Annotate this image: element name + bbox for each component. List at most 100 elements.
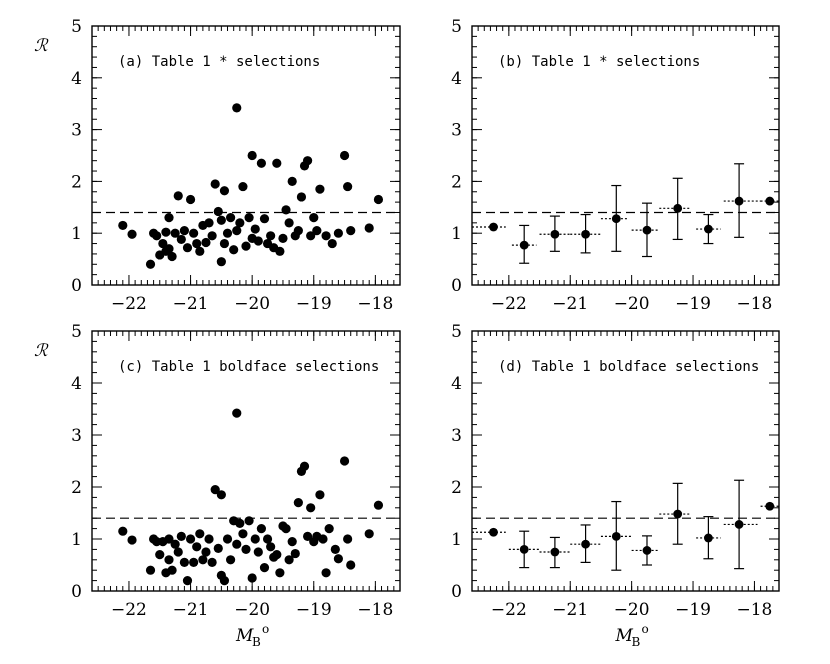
data-point [306,231,316,241]
data-point [179,557,189,568]
y-tick-label: 1 [451,530,462,550]
data-point [210,485,220,495]
data-point [266,542,276,552]
data-point [324,524,334,534]
data-point [364,529,374,539]
data-point [373,194,384,205]
data-point [216,215,226,225]
x-tick-label: −19 [296,294,332,314]
data-point [195,246,205,256]
data-point [170,228,180,238]
y-tick-label: 0 [451,276,462,296]
binned-point [703,533,713,543]
data-point [284,555,294,565]
binned-point [673,509,683,519]
data-point [226,555,236,565]
binned-point [642,225,652,235]
y-tick-label: 4 [71,69,82,89]
x-tick-label: −22 [491,294,527,314]
data-point [315,184,325,194]
binned-point [611,532,621,541]
data-point [306,503,316,513]
data-point [173,191,183,201]
data-point [204,534,214,544]
y-tick-label: 3 [71,426,82,446]
y-tick-label: 3 [451,121,462,141]
data-point [145,259,156,269]
data-point [189,228,199,238]
data-point [321,231,331,241]
y-tick-label: 4 [451,69,462,89]
data-point [176,531,186,542]
data-point [235,518,245,529]
data-point [189,557,199,568]
data-point [303,531,313,542]
x-axis-label: M [615,626,634,646]
data-point [152,231,162,241]
y-axis-label: ℛ [34,36,49,56]
x-tick-label: −22 [111,600,147,620]
data-point [241,544,251,555]
y-axis-label: ℛ [34,341,49,361]
x-tick-label: −21 [552,600,588,620]
data-point [275,568,285,578]
data-point [315,490,325,500]
data-point [201,547,211,557]
data-point [312,226,322,236]
panel-b: 0 1 2 3 4 5 −22 −21 −20 −19 −18 (b) Table 1 * selec… [451,17,780,314]
panel-title: (b) Table 1 * selections [498,54,700,70]
data-point [164,244,174,254]
data-point [185,534,196,544]
data-point [272,550,282,560]
data-point [293,498,303,508]
data-point [219,576,230,586]
data-point [164,555,174,565]
data-point [247,573,257,583]
y-tick-label: 1 [71,530,82,550]
y-tick-label: 0 [71,276,82,296]
y-tick-label: 0 [71,582,82,602]
binned-point [765,501,775,511]
data-point [219,238,230,249]
data-point [192,238,202,249]
binned-point [673,203,683,213]
y-tick-label: 1 [451,224,462,244]
binned-point [734,520,744,529]
data-point [226,213,236,223]
data-point [287,537,297,547]
data-point [232,226,242,236]
data-point [179,226,189,236]
data-point [173,547,183,557]
x-axis-label-superscript: o [262,622,269,636]
panel-d: 0 1 2 3 4 5 −22 −21 −20 −19 −18 (d) Table 1 boldfac… [451,322,780,649]
data-point [222,228,233,238]
data-point [238,529,248,539]
data-point [222,534,233,544]
panel-c: 0 1 2 3 4 5 −22 −21 −20 −19 −18 (c) Table 1 boldfac… [34,322,401,649]
data-point [290,548,300,559]
x-axis-label-superscript: o [642,622,649,636]
data-point [167,251,177,262]
x-tick-label: −20 [614,600,650,620]
data-point [253,236,263,246]
panel-title: (a) Table 1 * selections [118,54,320,70]
data-point [238,181,248,192]
data-point [293,226,303,236]
data-point [204,218,214,228]
data-point [299,461,310,471]
x-tick-label: −18 [357,600,393,620]
data-point [284,218,294,228]
data-point [259,214,270,224]
x-tick-label: −19 [675,600,711,620]
x-axis-label-subscript: B [632,635,641,649]
data-point [346,226,356,236]
data-point [201,237,211,248]
data-point [127,535,137,545]
binned-point [765,196,775,206]
x-tick-label: −18 [357,294,393,314]
data-point [321,568,331,578]
data-point [303,156,313,166]
data-point [182,576,193,586]
y-tick-label: 5 [451,17,462,37]
